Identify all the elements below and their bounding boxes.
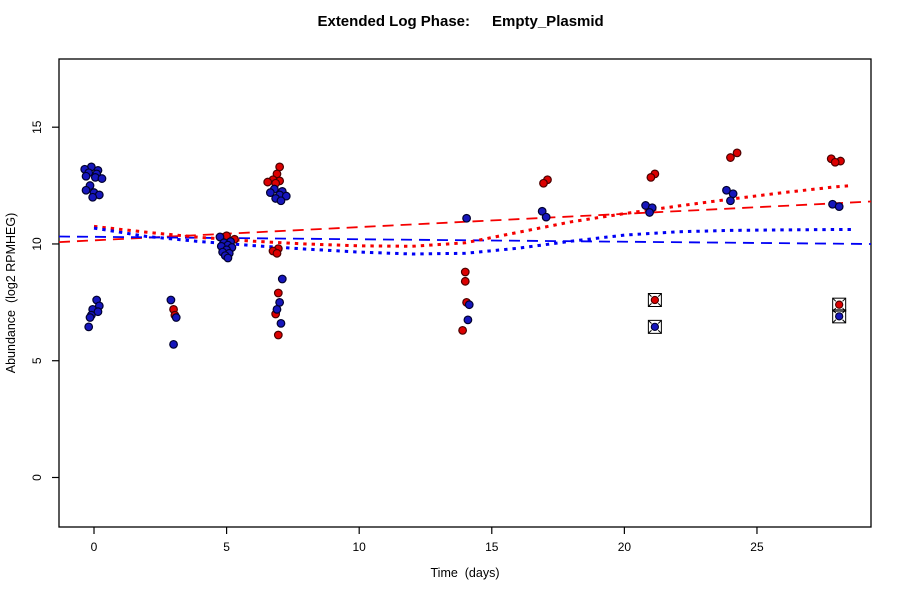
blue-point <box>537 206 547 216</box>
plot-title-left: Extended Log Phase: <box>317 13 470 30</box>
plot-area: 0 5 10 15 20 25 0 5 10 15 <box>30 58 872 554</box>
red-point <box>732 148 742 158</box>
blue-point <box>265 188 275 197</box>
blue-point <box>726 196 735 206</box>
flagged-red-point <box>835 300 844 309</box>
flagged-blue-point <box>835 312 844 321</box>
flag-box <box>832 309 847 324</box>
red-point <box>726 153 735 162</box>
blue-point <box>97 174 107 183</box>
red-point <box>646 173 656 182</box>
x-tick-label: 15 <box>485 540 499 554</box>
blue-point <box>215 232 225 242</box>
y-tick-label: 5 <box>30 357 44 364</box>
blue-point <box>463 315 473 325</box>
y-axis-label: Abundance (log2 RPMHEG) <box>4 213 18 374</box>
red-point <box>273 330 283 340</box>
blue-point <box>85 313 95 322</box>
y-tick-label: 0 <box>30 474 44 481</box>
red-point <box>460 267 470 277</box>
blue-point <box>93 307 103 317</box>
x-tick-label: 20 <box>618 540 632 554</box>
flag-box <box>832 297 847 312</box>
blue-point <box>166 295 176 305</box>
red-point <box>272 248 282 258</box>
blue-point <box>276 196 286 206</box>
y-tick-label: 15 <box>30 120 44 134</box>
plot-border <box>58 58 872 528</box>
plot-title-right: Empty_Plasmid <box>492 13 604 30</box>
flag-box <box>647 293 662 308</box>
red-point <box>263 177 273 187</box>
blue-point <box>81 185 91 195</box>
flagged-red-point <box>650 295 660 305</box>
blue-point <box>169 339 178 349</box>
red-point <box>830 157 840 167</box>
blue-point <box>722 185 731 195</box>
blue-point <box>645 208 654 217</box>
y-tick-label: 10 <box>30 237 44 251</box>
x-axis-label: Time (days) <box>431 566 500 580</box>
blue-point <box>541 212 551 222</box>
blue-point <box>84 322 94 332</box>
red-point <box>458 325 468 335</box>
blue-point <box>276 318 286 328</box>
blue-point <box>464 300 474 310</box>
blue-point <box>88 192 98 202</box>
flag-box <box>647 319 662 334</box>
blue-point <box>834 202 844 211</box>
blue-point <box>272 304 282 314</box>
blue-point <box>462 213 471 223</box>
red-point <box>273 288 283 298</box>
x-tick-label: 0 <box>91 540 98 554</box>
x-tick-label: 5 <box>223 540 230 554</box>
flagged-blue-point <box>650 322 660 332</box>
red-point <box>539 178 548 188</box>
blue-smooth-fit <box>93 226 853 256</box>
blue-point <box>223 253 233 263</box>
x-tick-label: 25 <box>750 540 764 554</box>
blue-point <box>81 171 91 181</box>
x-tick-label: 10 <box>353 540 367 554</box>
red-point <box>460 276 470 286</box>
blue-point <box>171 313 181 322</box>
blue-point <box>277 274 287 284</box>
